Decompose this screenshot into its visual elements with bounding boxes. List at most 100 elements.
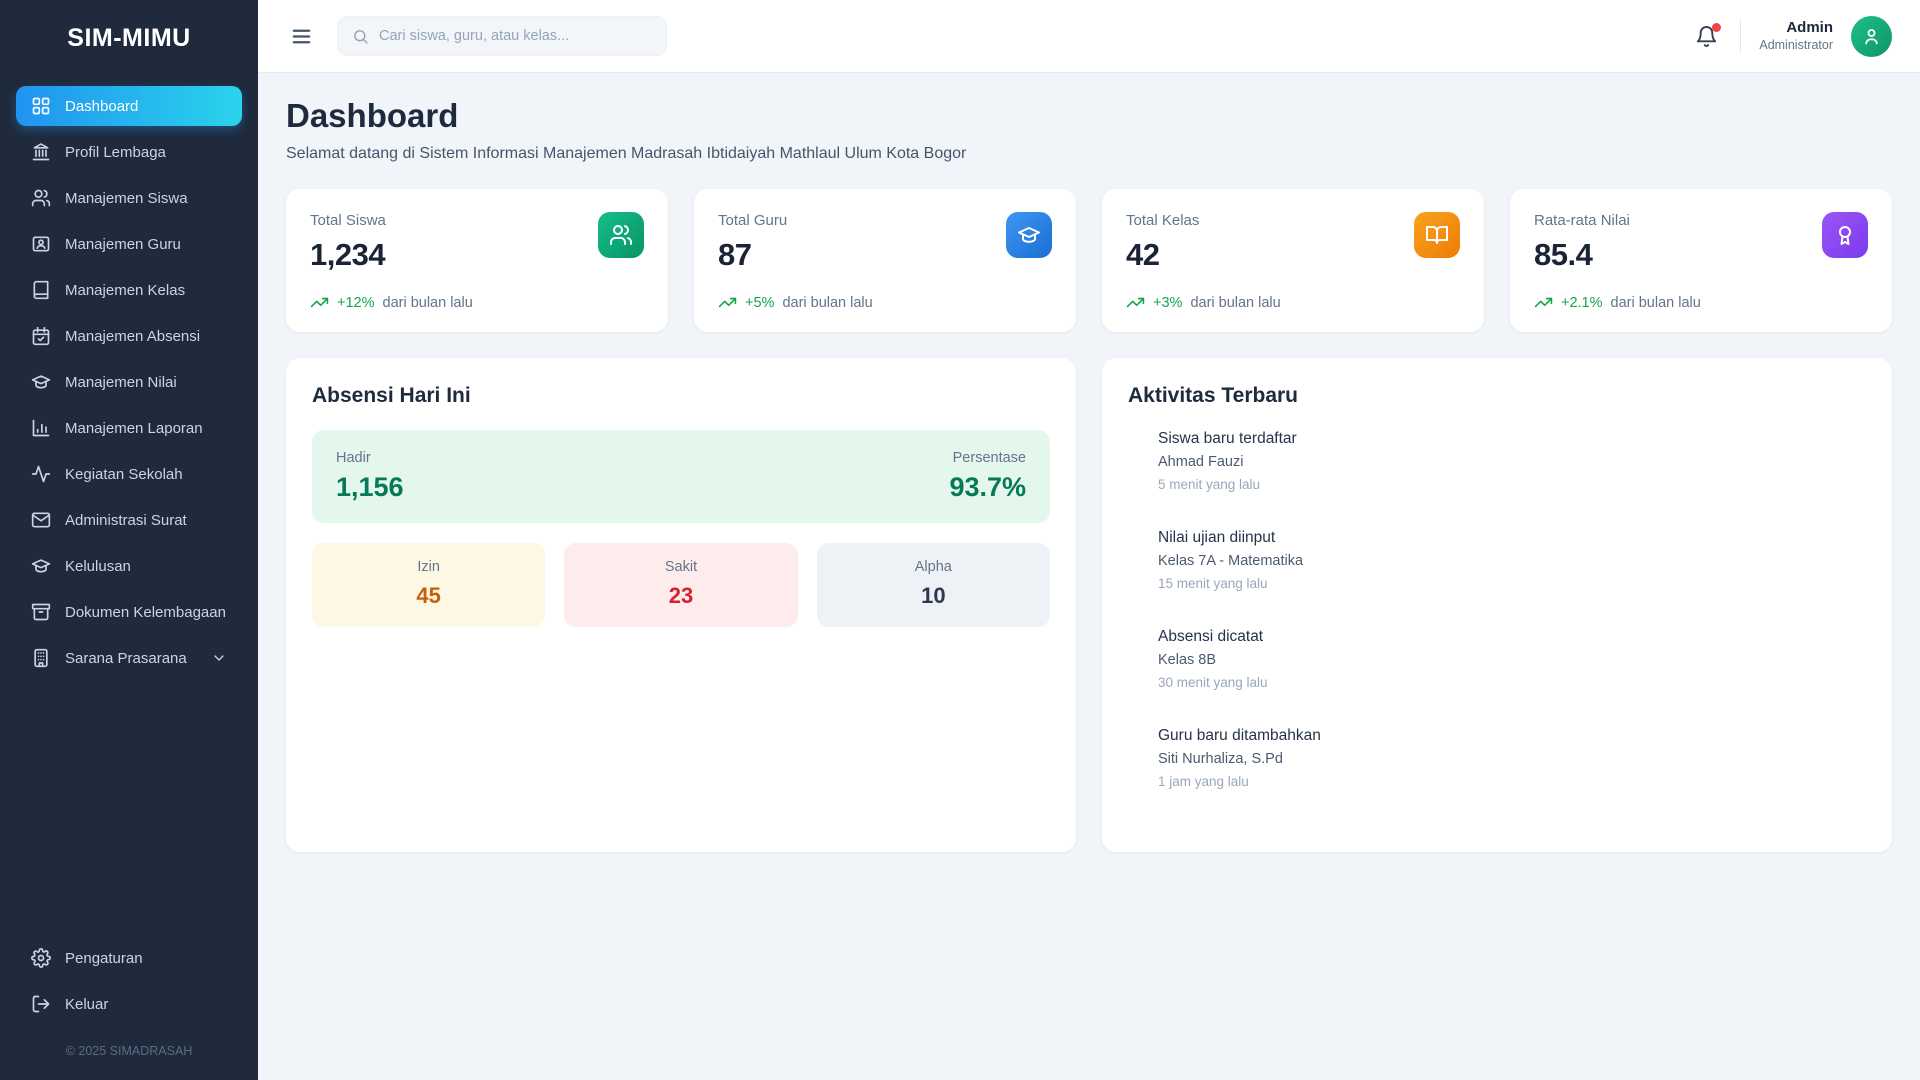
trend-percent: +2.1% — [1561, 294, 1603, 311]
sidebar-item-manajemen-nilai[interactable]: Manajemen Nilai — [16, 362, 242, 402]
sidebar-item-manajemen-kelas[interactable]: Manajemen Kelas — [16, 270, 242, 310]
log-out-icon — [31, 994, 51, 1014]
activity-item: Nilai ujian diinput Kelas 7A - Matematik… — [1128, 529, 1866, 591]
sidebar-item-label: Administrasi Surat — [65, 511, 187, 529]
topbar-right: Admin Administrator — [1691, 15, 1892, 57]
trend-percent: +5% — [745, 294, 775, 311]
attendance-mini-grid: Izin 45 Sakit 23 Alpha 10 — [312, 543, 1050, 627]
sidebar-item-kegiatan-sekolah[interactable]: Kegiatan Sekolah — [16, 454, 242, 494]
layout-grid-icon — [31, 96, 51, 116]
stat-value: 87 — [718, 237, 752, 272]
activity-title: Guru baru ditambahkan — [1158, 727, 1321, 744]
activity-item: Guru baru ditambahkan Siti Nurhaliza, S.… — [1128, 727, 1866, 789]
sidebar-item-label: Manajemen Laporan — [65, 419, 203, 437]
gear-icon — [31, 948, 51, 968]
trend-note: dari bulan lalu — [782, 294, 873, 311]
sidebar-item-dashboard[interactable]: Dashboard — [16, 86, 242, 126]
activity-time: 15 menit yang lalu — [1158, 576, 1268, 591]
sidebar-item-label: Manajemen Siswa — [65, 189, 188, 207]
trending-up-icon — [1126, 297, 1145, 308]
sakit-value: 23 — [668, 583, 694, 608]
stat-label: Total Kelas — [1126, 212, 1200, 229]
alpha-label: Alpha — [914, 559, 952, 575]
graduation-cap-icon — [31, 372, 51, 392]
sidebar-item-manajemen-guru[interactable]: Manajemen Guru — [16, 224, 242, 264]
award-icon — [1822, 212, 1868, 258]
activity-list: Siswa baru terdaftar Ahmad Fauzi 5 menit… — [1128, 430, 1866, 789]
stat-label: Total Siswa — [310, 212, 386, 229]
attendance-present-box: Hadir 1,156 Persentase 93.7% — [312, 430, 1050, 523]
activities-panel: Aktivitas Terbaru Siswa baru terdaftar A… — [1102, 358, 1892, 852]
sidebar-item-label: Kegiatan Sekolah — [65, 465, 183, 483]
stat-label: Rata-rata Nilai — [1534, 212, 1630, 229]
landmark-icon — [31, 142, 51, 162]
sidebar-item-manajemen-siswa[interactable]: Manajemen Siswa — [16, 178, 242, 218]
stat-value: 85.4 — [1534, 237, 1593, 272]
sidebar-nav: Dashboard Profil Lembaga Manajemen Siswa… — [0, 76, 258, 688]
sidebar-item-label: Manajemen Kelas — [65, 281, 186, 299]
trending-up-icon — [310, 297, 329, 308]
sakit-card: Sakit 23 — [564, 543, 798, 627]
sidebar-item-label: Kelulusan — [65, 557, 131, 575]
topbar: Admin Administrator — [258, 0, 1920, 73]
sidebar-item-keluar[interactable]: Keluar — [16, 984, 242, 1024]
sidebar-item-label: Dashboard — [65, 97, 139, 115]
trend-percent: +12% — [337, 294, 375, 311]
sidebar-item-administrasi-surat[interactable]: Administrasi Surat — [16, 500, 242, 540]
page-title: Dashboard — [286, 97, 459, 134]
mail-icon — [31, 510, 51, 530]
calendar-check-icon — [31, 326, 51, 346]
sidebar-item-kelulusan[interactable]: Kelulusan — [16, 546, 242, 586]
activity-subtitle: Siti Nurhaliza, S.Pd — [1158, 751, 1283, 767]
sidebar-item-dokumen-kelembagaan[interactable]: Dokumen Kelembagaan — [16, 592, 242, 632]
menu-toggle-button[interactable] — [286, 21, 317, 52]
sidebar-item-profil-lembaga[interactable]: Profil Lembaga — [16, 132, 242, 172]
notifications-button[interactable] — [1691, 21, 1722, 52]
trend-note: dari bulan lalu — [1190, 294, 1281, 311]
sidebar-item-label: Profil Lembaga — [65, 143, 166, 161]
sidebar-item-pengaturan[interactable]: Pengaturan — [16, 938, 242, 978]
user-icon — [1865, 28, 1878, 44]
search-box[interactable] — [337, 16, 667, 56]
page-content: Dashboard Selamat datang di Sistem Infor… — [258, 73, 1920, 1080]
sidebar-item-label: Manajemen Nilai — [65, 373, 177, 391]
izin-value: 45 — [416, 583, 441, 608]
bell-icon — [1697, 25, 1717, 47]
search-input[interactable] — [379, 28, 652, 44]
percentage-label: Persentase — [952, 450, 1026, 466]
activity-subtitle: Kelas 8B — [1158, 652, 1217, 668]
stat-card-total-kelas: Total Kelas 42 +3% dari bulan lalu — [1102, 189, 1484, 332]
trending-up-icon — [718, 297, 737, 308]
topbar-divider — [1740, 19, 1742, 53]
sidebar-item-sarana-prasarana[interactable]: Sarana Prasarana — [16, 638, 242, 678]
building-icon — [31, 648, 51, 668]
copyright-text: © 2025 SIMADRASAH — [65, 1044, 193, 1058]
chevron-down-icon — [211, 650, 227, 666]
trend-note: dari bulan lalu — [1610, 294, 1701, 311]
sidebar-item-label: Manajemen Absensi — [65, 327, 201, 345]
activity-title: Absensi dicatat — [1158, 628, 1264, 645]
user-card-icon — [31, 234, 51, 254]
panel-title: Aktivitas Terbaru — [1128, 384, 1298, 407]
trend-percent: +3% — [1153, 294, 1183, 311]
alpha-value: 10 — [921, 583, 946, 608]
izin-label: Izin — [417, 559, 440, 575]
sidebar-item-manajemen-absensi[interactable]: Manajemen Absensi — [16, 316, 242, 356]
present-label: Hadir — [336, 450, 371, 466]
activity-time: 30 menit yang lalu — [1158, 675, 1268, 690]
attendance-panel: Absensi Hari Ini Hadir 1,156 Persentase … — [286, 358, 1076, 852]
sidebar-item-label: Manajemen Guru — [65, 235, 181, 253]
book-icon — [31, 280, 51, 300]
user-role: Administrator — [1759, 37, 1833, 52]
sidebar-item-label: Pengaturan — [65, 949, 143, 967]
stats-row: Total Siswa 1,234 +12% dari bulan lalu — [286, 189, 1892, 332]
graduation-cap-icon — [1006, 212, 1052, 258]
trend-note: dari bulan lalu — [382, 294, 473, 311]
sidebar: SIM-MIMU Dashboard Profil Lembaga Manaje… — [0, 0, 258, 1080]
trending-up-icon — [1534, 297, 1553, 308]
avatar[interactable] — [1851, 15, 1892, 57]
sakit-label: Sakit — [664, 559, 698, 575]
sidebar-item-label: Keluar — [65, 995, 109, 1013]
sidebar-item-manajemen-laporan[interactable]: Manajemen Laporan — [16, 408, 242, 448]
percentage-value: 93.7% — [949, 472, 1026, 502]
